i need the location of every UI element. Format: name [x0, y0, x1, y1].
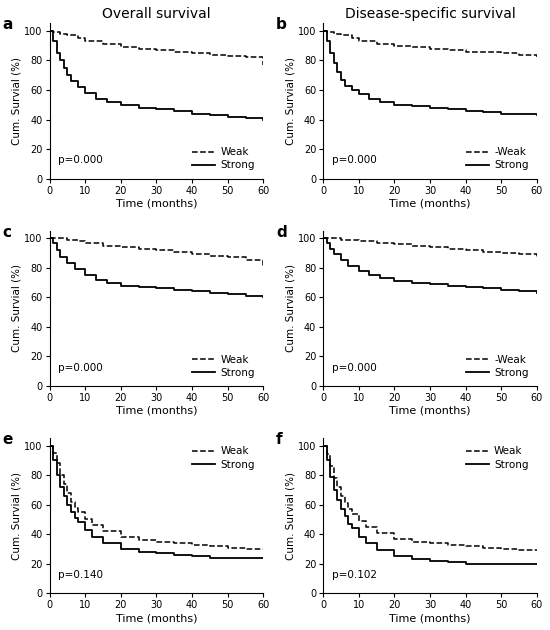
Y-axis label: Cum. Survial (%): Cum. Survial (%): [285, 57, 295, 145]
X-axis label: Time (months): Time (months): [116, 198, 197, 209]
Legend: Weak, Strong: Weak, Strong: [463, 444, 532, 472]
Y-axis label: Cum. Survial (%): Cum. Survial (%): [12, 472, 21, 559]
X-axis label: Time (months): Time (months): [116, 613, 197, 623]
Text: c: c: [3, 225, 12, 239]
Text: d: d: [276, 225, 287, 239]
Legend: -Weak, Strong: -Weak, Strong: [463, 144, 532, 173]
Y-axis label: Cum. Survial (%): Cum. Survial (%): [12, 57, 21, 145]
Y-axis label: Cum. Survial (%): Cum. Survial (%): [12, 265, 21, 352]
Title: Overall survival: Overall survival: [102, 7, 211, 21]
Title: Disease-specific survival: Disease-specific survival: [345, 7, 515, 21]
Legend: Weak, Strong: Weak, Strong: [189, 444, 258, 472]
Legend: Weak, Strong: Weak, Strong: [189, 144, 258, 173]
X-axis label: Time (months): Time (months): [116, 406, 197, 416]
Text: p=0.000: p=0.000: [332, 362, 377, 372]
X-axis label: Time (months): Time (months): [389, 406, 471, 416]
Text: p=0.000: p=0.000: [58, 155, 103, 165]
X-axis label: Time (months): Time (months): [389, 198, 471, 209]
Legend: Weak, Strong: Weak, Strong: [189, 352, 258, 381]
Y-axis label: Cum. Survial (%): Cum. Survial (%): [285, 265, 295, 352]
Text: a: a: [3, 17, 13, 32]
Text: f: f: [276, 432, 283, 447]
X-axis label: Time (months): Time (months): [389, 613, 471, 623]
Text: e: e: [3, 432, 13, 447]
Legend: -Weak, Strong: -Weak, Strong: [463, 352, 532, 381]
Text: p=0.000: p=0.000: [332, 155, 377, 165]
Text: b: b: [276, 17, 287, 32]
Text: p=0.102: p=0.102: [332, 570, 377, 580]
Text: p=0.140: p=0.140: [58, 570, 103, 580]
Y-axis label: Cum. Survial (%): Cum. Survial (%): [285, 472, 295, 559]
Text: p=0.000: p=0.000: [58, 362, 103, 372]
